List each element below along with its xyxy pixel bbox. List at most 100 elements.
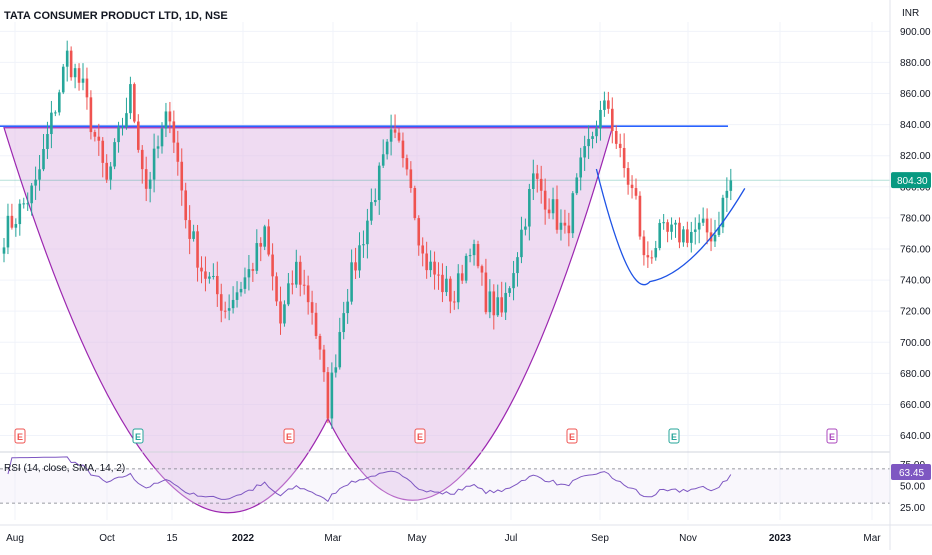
candle	[61, 63, 65, 95]
time-tick-label: Aug	[6, 533, 24, 544]
candle	[81, 63, 85, 91]
last-price-tag: 804.30	[891, 172, 931, 189]
candle	[587, 125, 590, 160]
candle	[283, 300, 286, 327]
candle	[575, 173, 579, 196]
candle	[721, 194, 725, 234]
candle	[686, 221, 689, 248]
candle	[488, 279, 492, 319]
candle	[89, 90, 93, 140]
candle	[516, 252, 519, 287]
candle	[674, 219, 677, 238]
candle	[263, 224, 266, 251]
price-tick-label: 740.00	[900, 276, 931, 287]
price-tick-label: 660.00	[900, 400, 931, 411]
candle	[354, 247, 357, 279]
candle	[362, 230, 365, 258]
candle	[18, 199, 22, 236]
candle	[622, 133, 626, 178]
candle	[559, 209, 563, 241]
candle	[105, 154, 108, 183]
candle	[543, 178, 547, 225]
candle	[192, 224, 195, 242]
candle	[385, 139, 389, 160]
price-axis[interactable]: 900.00880.00860.00840.00820.00800.00780.…	[900, 27, 931, 442]
candle	[453, 290, 456, 310]
candle	[618, 133, 622, 158]
price-tick-label: 840.00	[900, 120, 931, 131]
candle	[279, 286, 282, 335]
candle	[464, 253, 468, 284]
candle	[437, 262, 440, 290]
candle	[144, 156, 148, 202]
candle	[330, 362, 334, 429]
candle	[314, 302, 318, 339]
earnings-marker-label: E	[135, 432, 141, 442]
earnings-marker: E	[826, 428, 838, 444]
candle	[50, 100, 53, 149]
candle	[302, 269, 306, 295]
candle	[251, 262, 255, 282]
time-tick-label: Oct	[99, 533, 115, 544]
candle	[287, 273, 290, 307]
rsi-pane[interactable]	[0, 456, 890, 504]
candle	[611, 97, 614, 144]
candle	[117, 121, 120, 153]
candle	[500, 281, 503, 317]
candle	[567, 212, 571, 247]
candle	[377, 162, 381, 215]
candle	[342, 301, 345, 340]
candle	[30, 182, 33, 216]
candle	[433, 251, 436, 290]
candle	[425, 241, 428, 279]
candle	[65, 40, 69, 82]
earnings-marker: E	[414, 428, 426, 444]
candle	[705, 208, 709, 245]
price-tick-label: 700.00	[900, 338, 931, 349]
candle	[184, 182, 187, 229]
earnings-marker: E	[132, 428, 144, 444]
candle	[346, 288, 349, 324]
candle	[121, 117, 124, 136]
candle	[129, 76, 132, 120]
candle	[133, 82, 136, 124]
candle	[603, 91, 606, 117]
candle	[472, 239, 476, 266]
candle	[650, 250, 654, 264]
time-tick-label: Sep	[591, 533, 609, 544]
candle	[547, 198, 551, 219]
candle	[551, 187, 555, 220]
candle	[614, 125, 618, 149]
candle	[591, 131, 594, 149]
candle	[291, 270, 294, 295]
candle	[599, 100, 602, 141]
candle	[449, 276, 452, 314]
candle	[476, 240, 480, 269]
candle	[77, 63, 81, 91]
candle	[196, 224, 199, 282]
candle	[54, 110, 57, 117]
candle	[160, 122, 164, 154]
candle	[626, 162, 630, 195]
candle	[480, 264, 484, 286]
candle	[646, 241, 650, 268]
candle	[295, 249, 298, 288]
candle	[58, 89, 61, 116]
candle	[429, 250, 432, 278]
earnings-marker-label: E	[829, 432, 835, 442]
candle	[148, 171, 152, 203]
candle	[10, 203, 14, 230]
candle	[358, 232, 361, 278]
handle-curve[interactable]	[595, 168, 746, 286]
time-tick-label: May	[408, 533, 427, 544]
time-axis[interactable]: Aug Oct 15 2022 Mar May Jul Sep Nov 2023 Mar	[6, 533, 881, 544]
price-tick-label: 820.00	[900, 151, 931, 162]
time-tick-label: 15	[166, 533, 178, 544]
candle	[630, 175, 634, 199]
chart-title: TATA CONSUMER PRODUCT LTD, 1D, NSE	[4, 10, 228, 22]
candle	[152, 133, 156, 193]
candle	[520, 216, 523, 264]
